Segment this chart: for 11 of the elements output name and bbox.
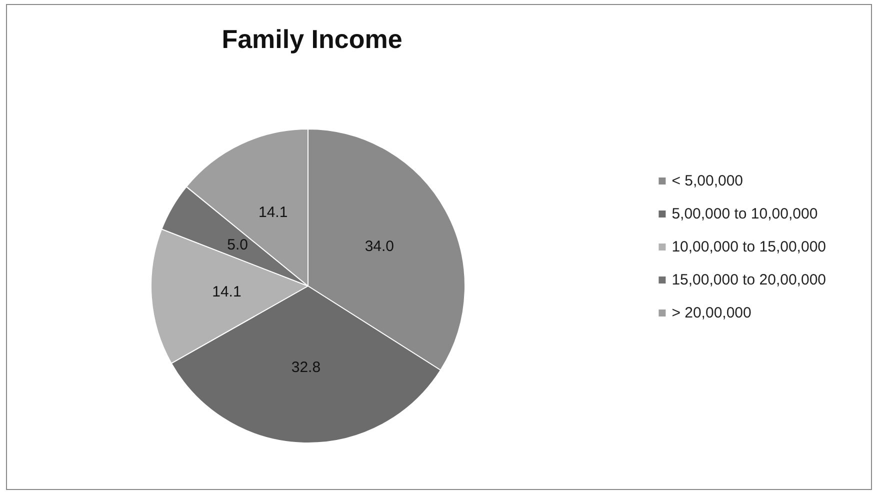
data-label: 5.0	[227, 236, 248, 254]
data-label: 14.1	[258, 204, 288, 221]
data-label: 14.1	[212, 283, 242, 300]
legend-label: < 5,00,000	[672, 172, 744, 190]
chart-title: Family Income	[222, 24, 402, 54]
legend-label: 10,00,000 to 15,00,000	[672, 238, 826, 256]
legend-label: 15,00,000 to 20,00,000	[672, 272, 826, 288]
legend-label: > 20,00,000	[672, 304, 752, 322]
data-label: 34.0	[364, 238, 394, 256]
data-label: 32.8	[291, 358, 321, 376]
legend-label: 5,00,000 to 10,00,000	[672, 206, 818, 222]
